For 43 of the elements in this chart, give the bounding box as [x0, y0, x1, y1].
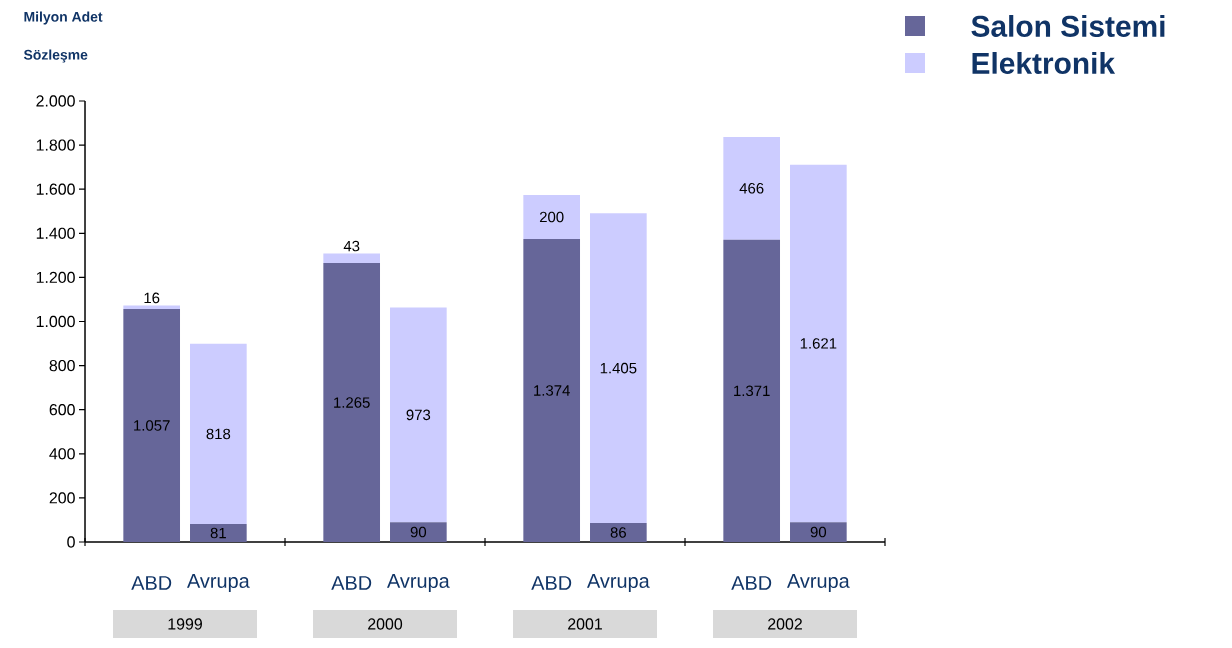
- data-label: 1.057: [134, 420, 170, 431]
- legend-label: Salon Sistemi: [971, 15, 1165, 37]
- legend-label: Elektronik: [972, 52, 1116, 74]
- data-label: 200: [539, 211, 564, 223]
- y-tick-label: 0: [67, 536, 75, 548]
- data-label: 1.405: [600, 362, 637, 374]
- x-tick-label: ABD: [731, 576, 772, 590]
- data-label: 81: [210, 527, 226, 539]
- data-label: 90: [410, 526, 427, 538]
- data-label: 1.621: [800, 338, 837, 349]
- y-tick-label: 1.000: [36, 315, 75, 328]
- data-label: 1.265: [334, 397, 370, 408]
- y-tick-label: 1.800: [36, 139, 75, 151]
- x-tick-label: ABD: [331, 576, 372, 590]
- data-label: 466: [739, 183, 764, 194]
- y-tick-label: 400: [49, 448, 75, 460]
- data-label: 1.371: [734, 385, 770, 397]
- x-tick-label: Avrupa: [386, 574, 450, 592]
- y-tick-label: 800: [49, 359, 75, 372]
- data-label: 86: [610, 527, 626, 538]
- text: 1999: [168, 618, 202, 630]
- y-tick-label: 2.000: [36, 95, 75, 107]
- y-tick-label: 200: [49, 492, 75, 504]
- chart-title: Milyon Adet: [24, 11, 103, 25]
- chart-subtitle: Sözleşme: [23, 49, 88, 63]
- x-tick-label: Avrupa: [786, 574, 850, 592]
- y-tick-label: 1.400: [36, 227, 75, 239]
- x-tick-label: ABD: [131, 576, 172, 590]
- text: 2000: [368, 618, 403, 630]
- data-label: 16: [144, 292, 160, 304]
- data-label: 818: [206, 428, 231, 440]
- data-label: 43: [343, 240, 360, 252]
- y-tick-label: 1.600: [36, 183, 75, 195]
- x-tick-label: ABD: [531, 576, 572, 590]
- data-label: 90: [810, 526, 827, 538]
- text: 2002: [768, 618, 802, 630]
- text: 2001: [568, 618, 602, 630]
- x-tick-label: Avrupa: [586, 574, 650, 592]
- data-label: 973: [406, 409, 431, 421]
- y-tick-label: 600: [49, 404, 75, 416]
- data-label: 1.374: [534, 385, 570, 396]
- y-tick-label: 1.200: [36, 271, 75, 284]
- x-tick-label: Avrupa: [186, 574, 250, 592]
